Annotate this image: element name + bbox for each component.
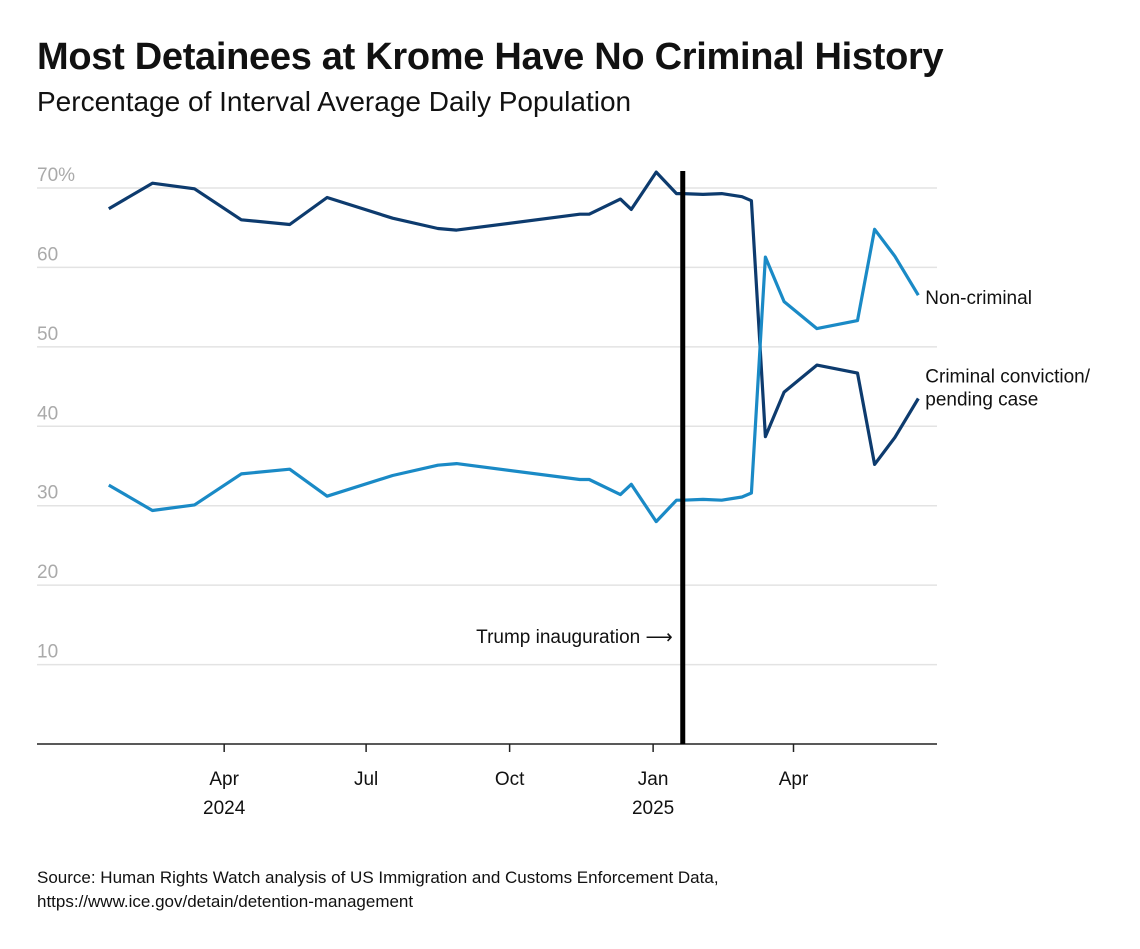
x-tick-label: Apr (209, 769, 239, 790)
x-tick-label: Apr (779, 769, 809, 790)
series-label: Non-criminal (925, 288, 1032, 309)
series-line-criminal (107, 170, 920, 466)
chart-title: Most Detainees at Krome Have No Criminal… (37, 36, 944, 78)
x-tick-year-label: 2024 (203, 798, 246, 819)
y-tick-label: 40 (37, 403, 58, 424)
y-tick-label: 50 (37, 324, 58, 345)
source-line: Source: Human Rights Watch analysis of U… (37, 868, 719, 887)
x-tick-label: Oct (495, 769, 525, 790)
y-tick-label: 70% (37, 165, 75, 186)
source-note: Source: Human Rights Watch analysis of U… (37, 866, 719, 914)
series-label: pending case (925, 389, 1038, 410)
x-tick-label: Jan (638, 769, 669, 790)
series-line-non-criminal (107, 227, 920, 524)
chart-subtitle: Percentage of Interval Average Daily Pop… (37, 86, 632, 117)
annotation-label: Trump inauguration ⟶ (476, 627, 673, 648)
y-tick-label: 30 (37, 483, 58, 504)
source-url: https://www.ice.gov/detain/detention-man… (37, 892, 414, 911)
y-tick-label: 60 (37, 244, 58, 265)
y-tick-label: 10 (37, 642, 58, 663)
x-tick-label: Jul (354, 769, 378, 790)
series-label: Criminal conviction/ (925, 366, 1090, 387)
y-tick-label: 20 (37, 562, 58, 583)
x-tick-year-label: 2025 (632, 798, 674, 819)
